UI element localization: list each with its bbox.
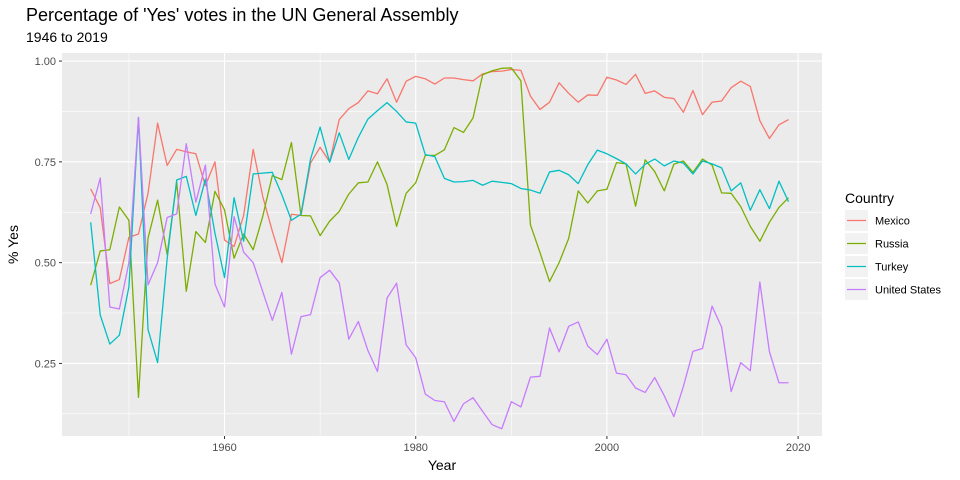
plot-panel: [62, 53, 822, 436]
series-lines: [90, 67, 790, 430]
legend: Country Mexico Russia Turkey United States: [845, 190, 942, 300]
chart-title: Percentage of 'Yes' votes in the UN Gene…: [26, 5, 458, 25]
y-tick-label: 1.00: [35, 56, 56, 68]
x-tick-label: 1980: [403, 442, 427, 454]
major-gridlines: [62, 53, 822, 436]
minor-gridlines: [62, 53, 822, 436]
legend-label-turkey: Turkey: [875, 262, 909, 274]
y-tick-label: 0.75: [35, 157, 56, 169]
y-tick-label: 0.25: [35, 358, 56, 370]
legend-label-united-states: United States: [875, 285, 942, 297]
x-tick-label: 2000: [595, 442, 619, 454]
legend-label-russia: Russia: [875, 239, 910, 251]
y-axis-title: % Yes: [5, 225, 21, 264]
x-tick-label: 1960: [212, 442, 236, 454]
series-line-united-states: [90, 116, 789, 430]
x-axis-title: Year: [428, 457, 457, 473]
legend-title: Country: [845, 190, 894, 206]
chart-subtitle: 1946 to 2019: [26, 29, 108, 45]
axis-ticks: 1960 1980 2000 2020 0.25 0.50 0.75 1.00: [35, 56, 811, 454]
legend-label-mexico: Mexico: [875, 216, 910, 228]
y-tick-label: 0.50: [35, 258, 56, 270]
series-line-russia: [90, 67, 790, 398]
x-tick-label: 2020: [786, 442, 810, 454]
